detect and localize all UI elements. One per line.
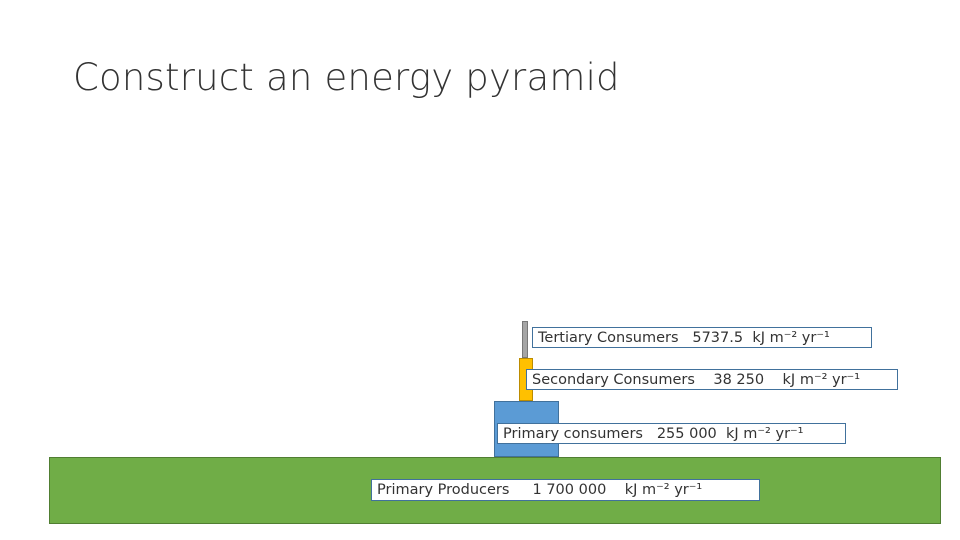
primary-value: 255 000 [656, 425, 717, 442]
secondary-unit: kJ m⁻² yr⁻¹ [782, 371, 861, 388]
tertiary-unit: kJ m⁻² yr⁻¹ [752, 329, 830, 346]
producers-value: 1 700 000 [532, 482, 607, 498]
slide-title: Construct an energy pyramid [73, 56, 620, 99]
producers-label: Primary Producers 1 700 000 kJ m⁻² yr⁻¹ [371, 479, 760, 501]
tertiary-consumers-bar [522, 321, 528, 358]
primary-name: Primary consumers [503, 425, 643, 442]
secondary-consumers-label: Secondary Consumers 38 250 kJ m⁻² yr⁻¹ [526, 369, 898, 390]
secondary-name: Secondary Consumers [532, 371, 695, 388]
secondary-value: 38 250 [713, 371, 765, 388]
producers-name: Primary Producers [377, 482, 510, 498]
producers-unit: kJ m⁻² yr⁻¹ [624, 482, 703, 498]
tertiary-consumers-label: Tertiary Consumers 5737.5 kJ m⁻² yr⁻¹ [532, 327, 872, 348]
tertiary-name: Tertiary Consumers [538, 329, 679, 346]
primary-unit: kJ m⁻² yr⁻¹ [726, 425, 804, 442]
tertiary-value: 5737.5 [692, 329, 744, 346]
primary-consumers-label: Primary consumers 255 000 kJ m⁻² yr⁻¹ [497, 423, 846, 444]
